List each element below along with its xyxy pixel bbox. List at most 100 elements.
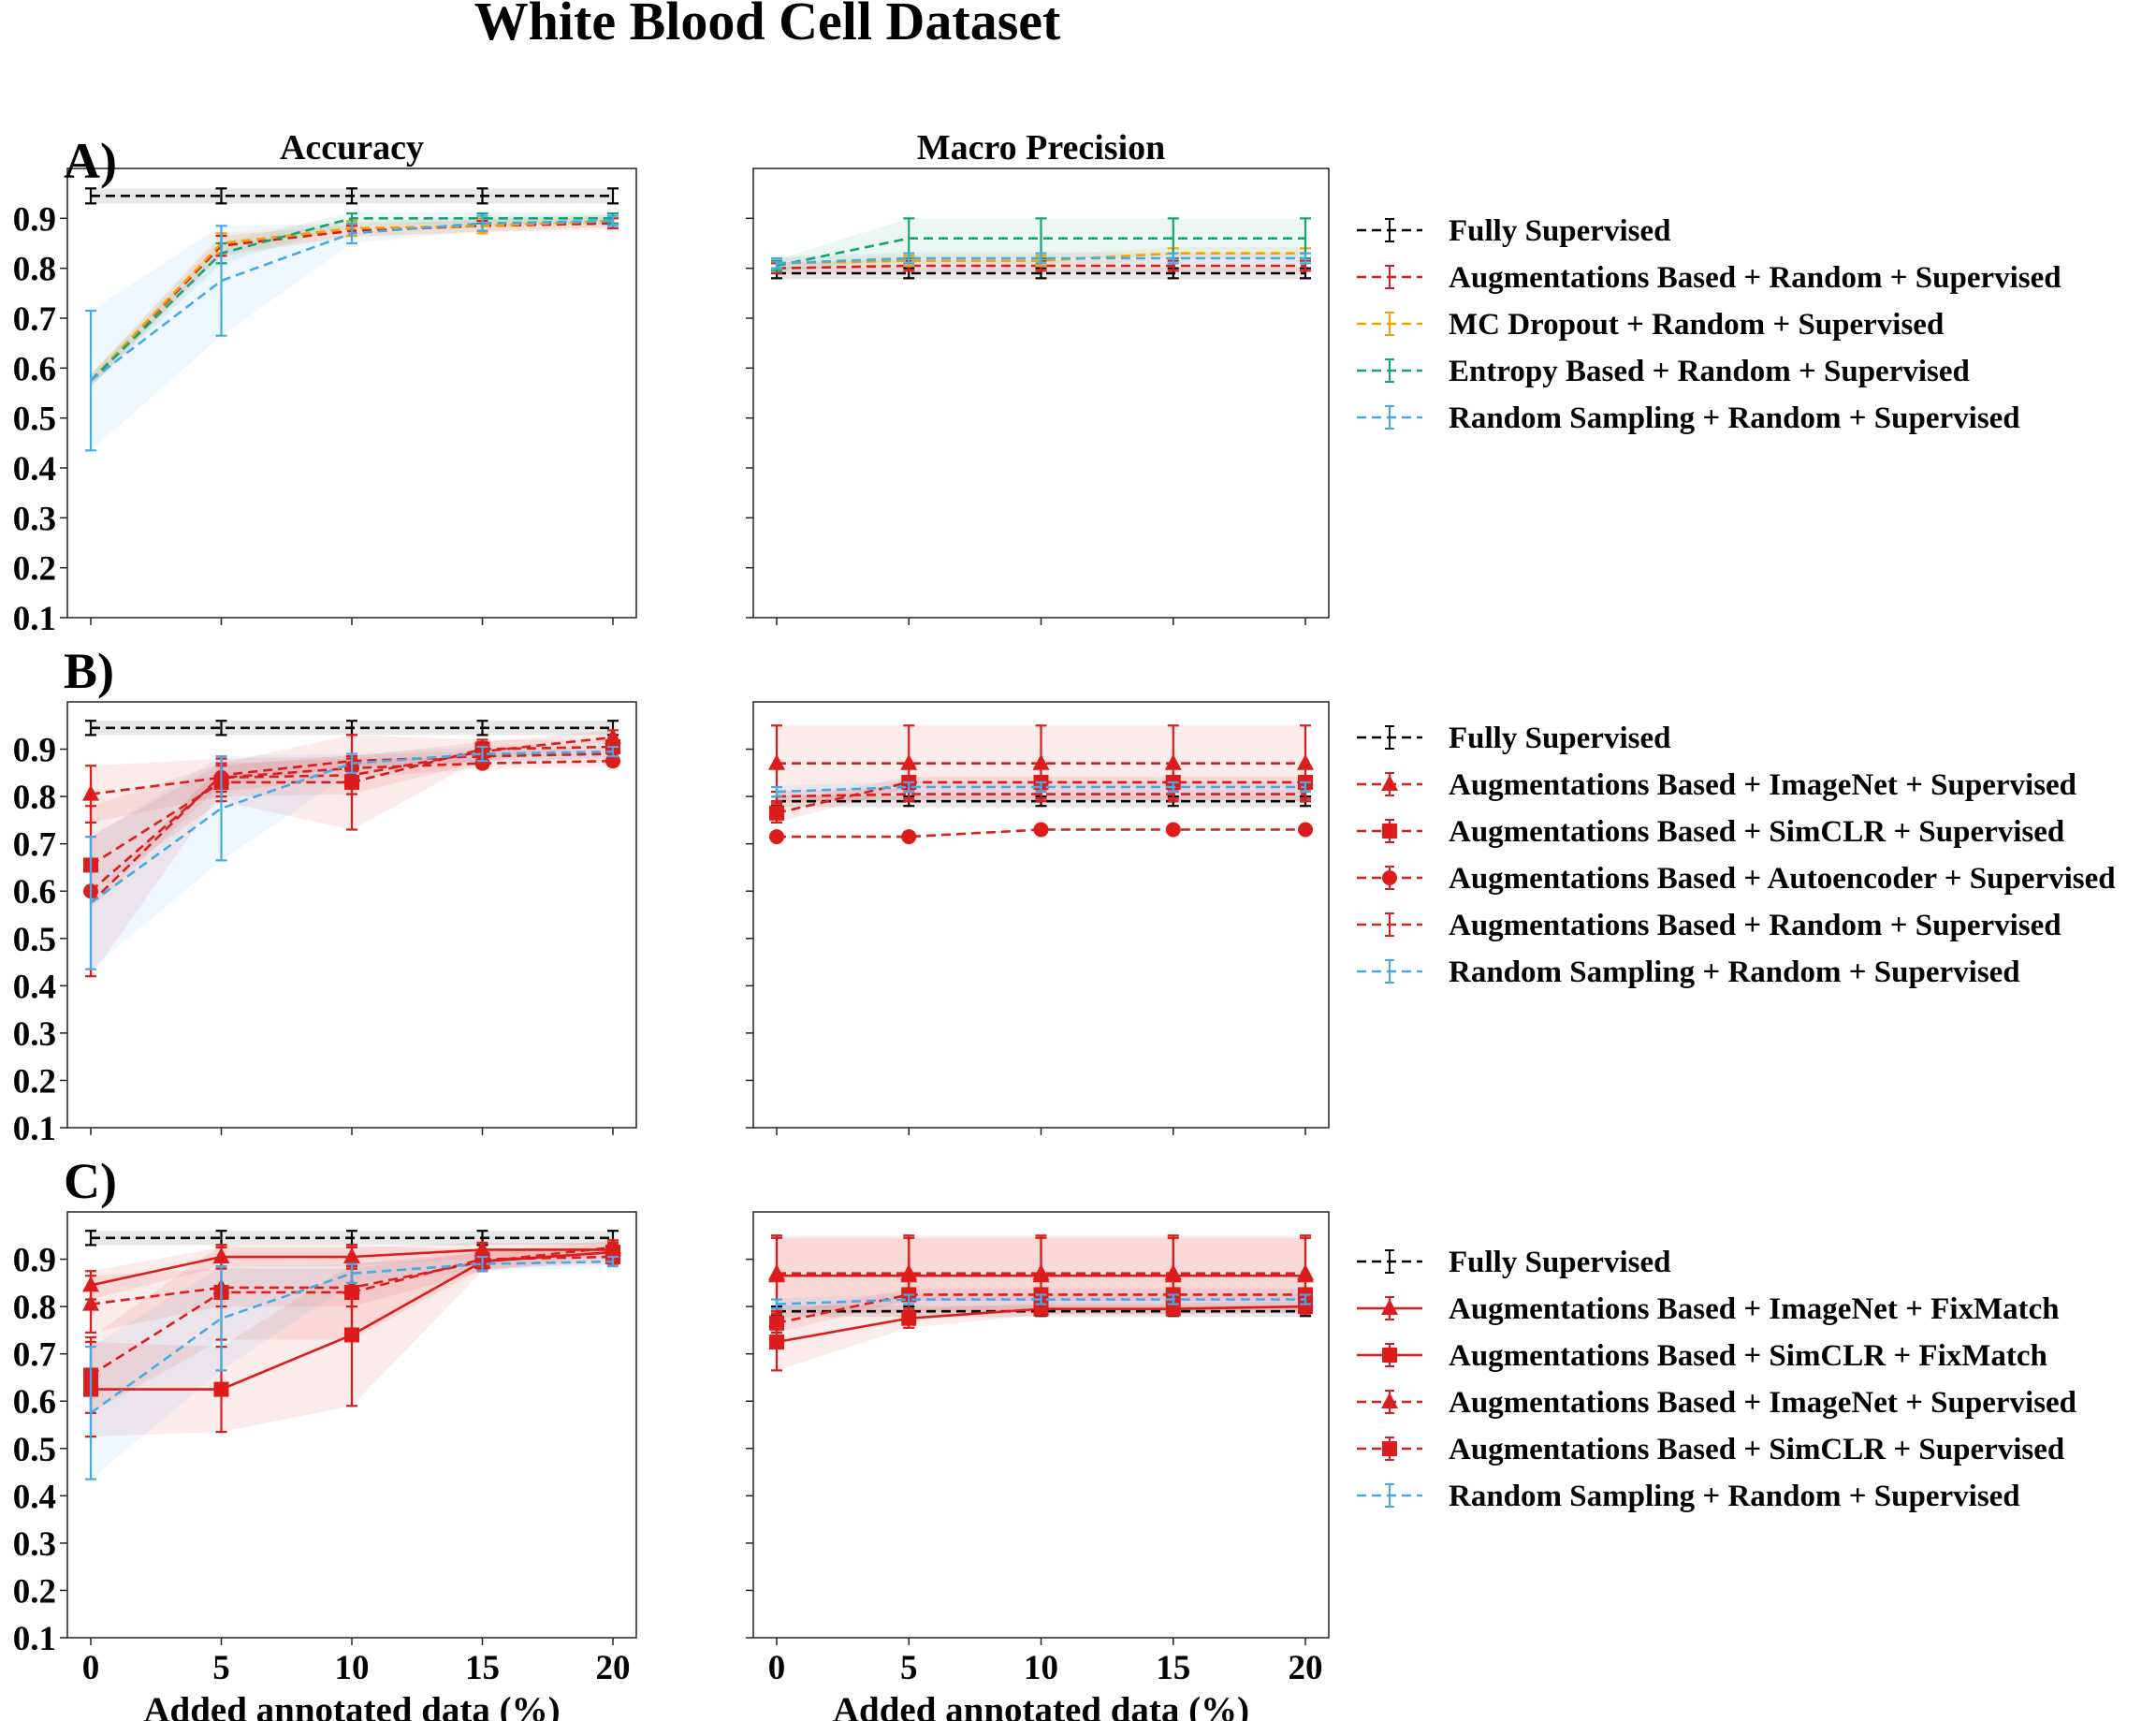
series-line [85,720,619,737]
legend-item: Augmentations Based + SimCLR + FixMatch [1357,1339,2047,1373]
legend-marker [1381,1299,1398,1315]
x-axis-label: Added annotated data (%) [833,1690,1249,1721]
figure-title: White Blood Cell Dataset [474,0,1061,51]
legend-label: Augmentations Based + Random + Supervise… [1449,909,2061,942]
legend: Fully Supervised Augmentations Based + Im… [1357,1246,2076,1513]
legend-item: MC Dropout + Random + Supervised [1357,308,1944,342]
y-tick-label: 0.4 [13,968,56,1006]
series-line [771,252,1311,270]
series-path [776,785,1305,794]
legend-label: Augmentations Based + Random + Supervise… [1449,261,2061,295]
series-line [771,780,1311,798]
legend-marker [1381,1393,1398,1408]
x-tick-label: 5 [900,1649,918,1687]
data-point [1297,753,1314,770]
legend-item: Augmentations Based + ImageNet + FixMatc… [1357,1292,2060,1326]
series-line [85,1255,619,1480]
series-path [776,1293,1305,1325]
x-tick-label: 15 [465,1649,500,1687]
y-tick-label: 0.2 [13,550,56,589]
legend-marker [1382,870,1397,885]
chart-3-2: 0 5 10 15 20 Added annotated data (%) Fully Su… [746,1211,2076,1721]
legend: Fully Supervised Augmentations Based + Im… [1357,722,2116,989]
data-point [82,784,99,801]
legend-label: Entropy Based + Random + Supervised [1449,355,1970,388]
x-tick-label: 15 [1156,1649,1190,1687]
legend-label: Fully Supervised [1449,722,1670,755]
chart-2-2: Fully Supervised Augmentations Based + Im… [746,701,2116,1135]
legend-label: Augmentations Based + ImageNet + Supervi… [1449,1386,2076,1420]
data-point [769,829,784,845]
legend-label: Augmentations Based + Autoencoder + Supe… [1449,862,2116,896]
x-tick-label: 20 [1289,1649,1323,1687]
legend-marker [1381,775,1398,791]
y-tick-label: 0.7 [13,1336,56,1375]
legend-item: Augmentations Based + ImageNet + Supervi… [1357,768,2076,802]
chart-2-1: 0.1 0.2 0.3 0.4 0.5 0.6 0.7 0.8 0.9B) [13,643,637,1148]
y-tick-label: 0.3 [13,1015,56,1054]
data-point [769,1335,784,1350]
y-tick-label: 0.1 [13,1620,56,1658]
series-line [85,214,619,452]
series-path [776,793,1305,798]
data-point [901,829,917,845]
y-tick-label: 0.2 [13,1572,56,1611]
legend: Fully Supervised Augmentations Based + Ra… [1357,214,2061,435]
legend-item: Augmentations Based + Random + Supervise… [1357,909,2061,942]
y-tick-label: 0.7 [13,826,56,865]
legend-label: Fully Supervised [1449,1246,1670,1279]
legend-item: Augmentations Based + SimCLR + Supervise… [1357,1433,2064,1466]
y-tick-label: 0.1 [13,600,56,638]
y-tick-label: 0.6 [13,1383,56,1422]
data-point [1033,822,1049,838]
legend-marker [1382,1348,1397,1363]
legend-label: Random Sampling + Random + Supervised [1449,955,2020,989]
data-point [344,1284,359,1300]
legend-item: Entropy Based + Random + Supervised [1357,355,1970,388]
series-line [85,745,619,970]
x-tick-label: 20 [596,1649,631,1687]
series-path [776,780,1305,815]
series-path [776,256,1305,265]
y-tick-label: 0.6 [13,873,56,912]
data-point [474,755,490,771]
y-tick-label: 0.8 [13,1289,56,1327]
series-path [776,252,1305,265]
panel-label: A) [64,133,117,189]
chart-title: Macro Precision [917,128,1166,168]
x-axis-label: Added annotated data (%) [143,1690,560,1721]
panel-label: C) [64,1153,117,1209]
legend-item: Random Sampling + Random + Supervised [1357,401,2020,435]
series-path [90,1260,614,1414]
series-path [90,750,614,904]
y-tick-label: 0.9 [13,1242,56,1280]
series-path [776,237,1305,268]
legend-item: Fully Supervised [1357,1246,1670,1279]
data-point [901,1310,917,1326]
series-path [777,828,1305,839]
y-tick-label: 0.8 [13,779,56,817]
legend-marker [1382,824,1397,839]
y-tick-label: 0.9 [13,200,56,239]
legend-item: Augmentations Based + Random + Supervise… [1357,261,2061,295]
series-path [776,264,1305,270]
y-tick-label: 0.5 [13,401,56,439]
series-path [90,752,614,904]
legend-label: Random Sampling + Random + Supervised [1449,1480,2020,1513]
y-tick-label: 0.5 [13,921,56,959]
x-tick-label: 0 [768,1649,786,1687]
y-tick-label: 0.4 [13,1478,56,1516]
series-line [771,1293,1311,1310]
data-point [1032,753,1050,770]
series-line [768,1234,1314,1313]
legend-label: Augmentations Based + SimCLR + FixMatch [1449,1339,2047,1373]
series-line [771,217,1311,272]
data-point [900,753,918,770]
legend-item: Augmentations Based + ImageNet + Supervi… [1357,1386,2076,1420]
y-tick-label: 0.1 [13,1110,56,1148]
data-point [768,753,785,770]
data-point [1164,1263,1182,1280]
y-tick-label: 0.4 [13,450,56,489]
chart-1-2: Macro Precision Fully Supervised Augmentat… [746,128,2061,625]
